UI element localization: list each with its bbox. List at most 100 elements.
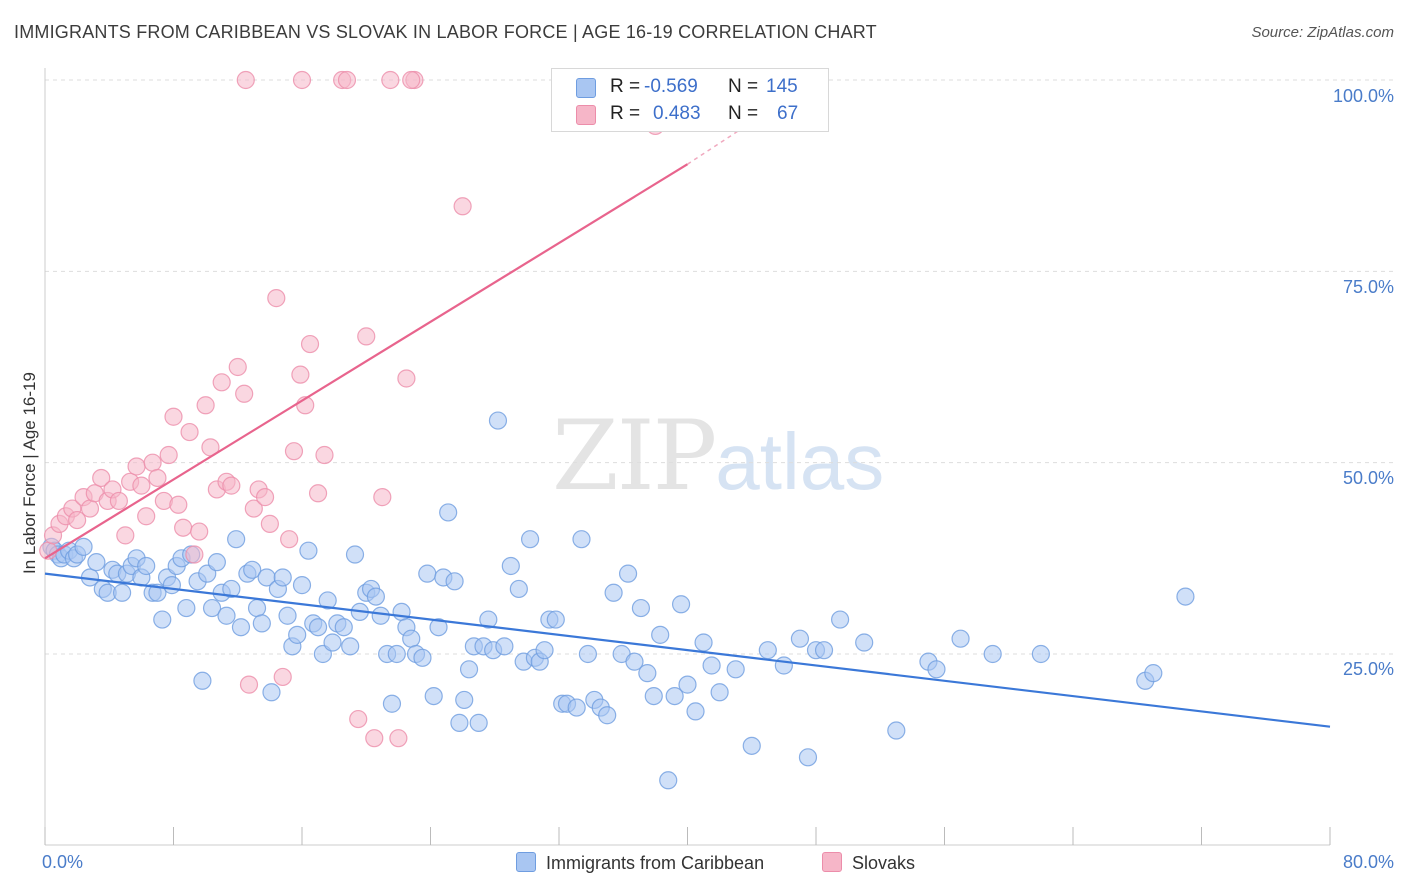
slovaks-point — [185, 545, 204, 564]
r-label: R = — [610, 103, 641, 124]
caribbean-point — [418, 564, 437, 583]
slovaks-point — [402, 70, 421, 90]
caribbean-point — [798, 748, 818, 767]
caribbean-point — [243, 560, 262, 579]
slovaks-point — [190, 522, 209, 541]
caribbean-point — [424, 686, 443, 706]
caribbean-point — [983, 644, 1002, 664]
legend-item-slovaks[interactable]: Slovaks — [822, 852, 915, 874]
caribbean-point — [87, 553, 106, 572]
caribbean-point — [137, 556, 156, 576]
caribbean-point — [710, 683, 729, 702]
caribbean-point — [598, 706, 617, 725]
caribbean-point — [951, 629, 970, 648]
slovaks-point — [196, 396, 215, 415]
caribbean-point — [678, 675, 697, 694]
chart-title: IMMIGRANTS FROM CARIBBEAN VS SLOVAK IN L… — [14, 22, 877, 42]
caribbean-point — [814, 641, 834, 660]
caribbean-point — [1031, 644, 1050, 664]
caribbean-point — [366, 587, 385, 606]
slovaks-point — [349, 709, 368, 729]
caribbean-point — [495, 637, 514, 656]
caribbean-point — [638, 664, 657, 683]
caribbean-point — [202, 598, 222, 618]
slovaks-point — [357, 327, 376, 346]
caribbean-point — [520, 530, 540, 549]
caribbean-point — [439, 503, 458, 522]
caribbean-point — [546, 610, 565, 629]
slovaks-point — [212, 373, 231, 392]
caribbean-point — [501, 556, 520, 576]
caribbean-point — [535, 641, 554, 660]
caribbean-trend-line — [44, 572, 1331, 728]
caribbean-point — [288, 625, 307, 644]
caribbean-point — [659, 771, 678, 790]
y-axis-label: In Labor Force | Age 16-19 — [20, 372, 39, 574]
y-tick-label-75: 75.0% — [1342, 277, 1394, 297]
caribbean-point — [578, 644, 598, 664]
caribbean-point — [227, 530, 246, 549]
caribbean-point — [790, 629, 810, 648]
slovaks-trend-line — [44, 163, 689, 560]
slovaks-point — [284, 442, 304, 461]
slovaks-point — [164, 407, 183, 426]
caribbean-point — [631, 598, 651, 618]
caribbean-point — [402, 629, 421, 648]
caribbean-point — [758, 641, 777, 660]
slovaks-point — [92, 468, 111, 488]
caribbean-point — [887, 721, 906, 740]
caribbean-point — [450, 713, 469, 732]
caribbean-point — [694, 633, 713, 652]
caribbean-point — [299, 541, 318, 560]
y-tick-label-50: 50.0% — [1342, 468, 1394, 488]
caribbean-point — [445, 572, 464, 591]
caribbean-point — [572, 530, 591, 549]
slovaks-point — [239, 675, 259, 694]
slovaks-point — [373, 488, 392, 507]
caribbean-point — [341, 637, 360, 656]
caribbean-point — [567, 698, 586, 717]
caribbean-point — [455, 690, 474, 710]
caribbean-point — [1176, 587, 1195, 606]
n-label: N = — [728, 76, 759, 97]
caribbean-point — [371, 606, 390, 625]
slovaks-point — [143, 453, 162, 472]
watermark: ZIPatlas — [552, 400, 884, 512]
slovaks-point — [389, 729, 408, 748]
slovaks-point — [273, 667, 292, 687]
caribbean-point — [479, 610, 498, 629]
caribbean-point — [387, 644, 406, 664]
caribbean-point — [665, 686, 684, 706]
slovaks-point — [180, 422, 199, 442]
watermark-atlas: atlas — [715, 417, 885, 506]
caribbean-point — [618, 564, 638, 583]
caribbean-point — [830, 610, 850, 629]
caribbean-point — [153, 610, 172, 629]
slovaks-point — [397, 369, 416, 388]
caribbean-point — [604, 583, 623, 602]
caribbean-point — [231, 618, 251, 637]
caribbean-point — [278, 606, 297, 625]
slovaks-point — [255, 488, 275, 507]
legend-item-caribbean[interactable]: Immigrants from Caribbean — [516, 852, 764, 874]
caribbean-point — [413, 648, 432, 667]
slovaks-point — [292, 70, 312, 90]
slovaks-point — [236, 70, 255, 90]
caribbean-point — [651, 625, 670, 644]
caribbean-point — [927, 660, 946, 679]
slovaks-point — [137, 507, 156, 526]
caribbean-point — [671, 595, 691, 614]
caribbean-point — [644, 686, 663, 706]
watermark-zip: ZIP — [552, 400, 717, 512]
caribbean-point — [855, 633, 874, 652]
caribbean-point — [262, 683, 281, 702]
x-tick-label-min: 0.0% — [42, 852, 84, 872]
slovaks-point — [308, 484, 328, 503]
caribbean-point — [382, 694, 402, 713]
caribbean-point — [459, 660, 479, 679]
legend-label-caribbean: Immigrants from Caribbean — [546, 853, 765, 873]
caribbean-point — [726, 660, 745, 679]
slovaks-point — [365, 729, 384, 748]
r-value: -0.569 — [644, 76, 698, 97]
caribbean-point — [247, 598, 267, 618]
